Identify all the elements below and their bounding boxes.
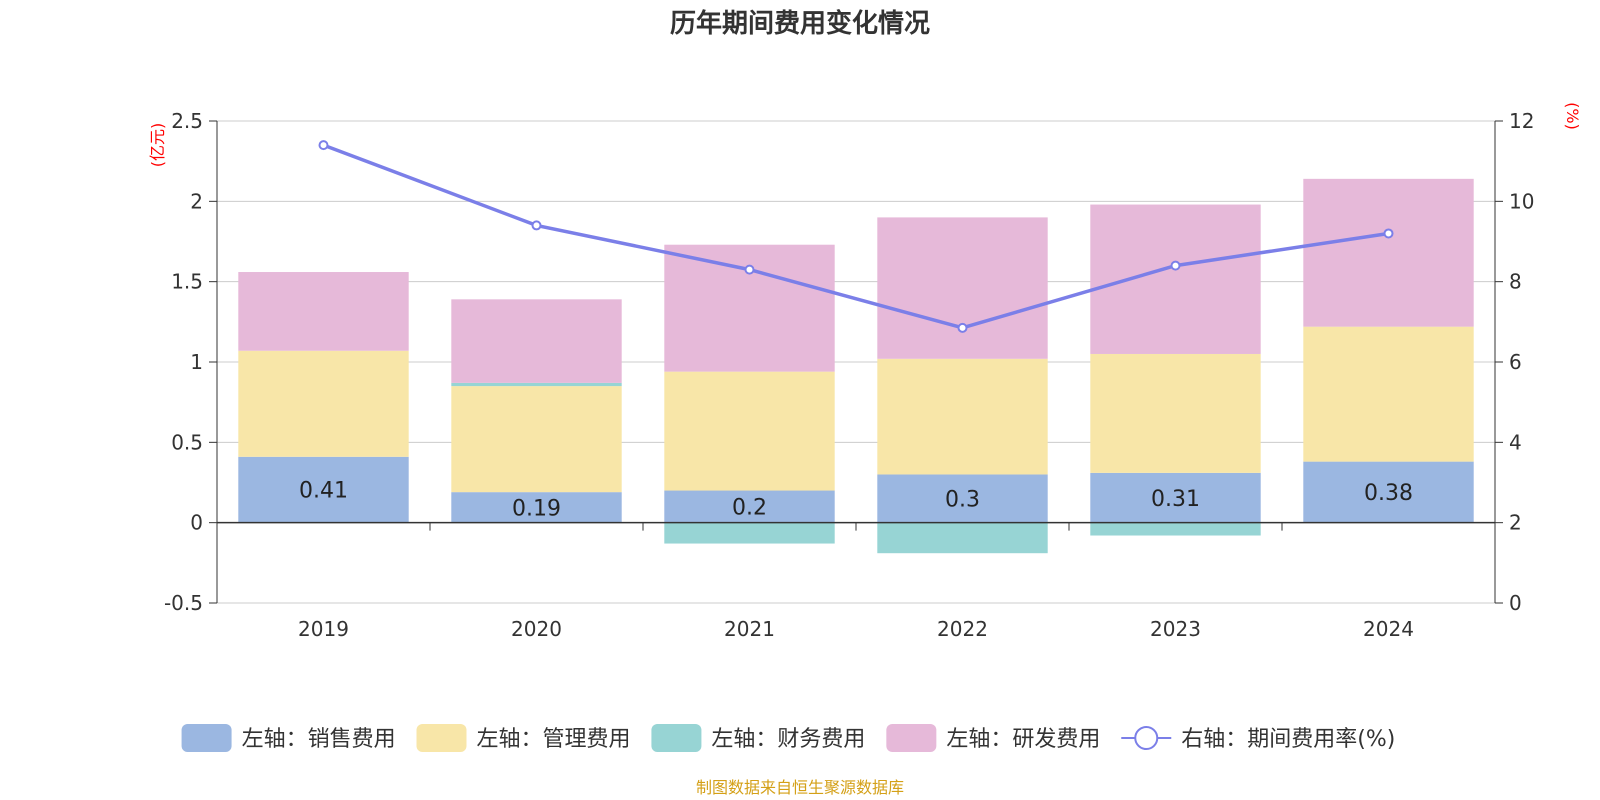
bar-segment-3 (1090, 522, 1261, 536)
bar-segment-2 (1303, 326, 1474, 462)
bar-segment-3 (664, 522, 835, 544)
right-tick-label: 12 (1509, 109, 1534, 133)
left-tick-label: 0.5 (171, 430, 203, 454)
axes: 2.5 2 1.5 1 0.5 0 -0.5 12 10 8 6 4 2 0 2019 2020 2021 202… (164, 109, 1534, 641)
bar-segment-1 (664, 490, 835, 523)
right-tick-label: 2 (1509, 511, 1522, 535)
bar-segment-1 (1303, 461, 1474, 523)
x-tick-label: 2024 (1363, 617, 1414, 641)
bar-segment-1 (877, 474, 1048, 523)
left-tick-label: -0.5 (164, 591, 203, 615)
rate-line (322, 143, 1389, 330)
bar-segment-2 (877, 358, 1048, 475)
x-tick-label: 2020 (511, 617, 562, 641)
source-note: 制图数据来自恒生聚源数据库 (696, 778, 904, 797)
data-labels: 0.41 0.19 0.2 0.3 0.31 0.38 (299, 479, 1413, 522)
bar-segment-1 (1090, 472, 1261, 523)
legend-label: 左轴：销售费用 (242, 727, 396, 752)
bar-segment-4 (451, 299, 622, 383)
bar-segment-4 (877, 217, 1048, 359)
bar-segment-4 (238, 272, 409, 351)
bar-segment-4 (1090, 204, 1261, 354)
left-tick-label: 0 (190, 511, 203, 535)
bar-segment-2 (451, 386, 622, 493)
legend-label: 右轴：期间费用率(%) (1181, 727, 1395, 752)
right-tick-label: 10 (1509, 189, 1534, 213)
bar-segment-3 (877, 522, 1048, 554)
rate-line-group (318, 140, 1394, 333)
right-tick-label: 0 (1509, 591, 1522, 615)
legend-swatch (181, 724, 232, 752)
bar-segment-2 (1090, 353, 1261, 473)
rate-point (318, 140, 329, 151)
rate-point (1383, 228, 1394, 239)
data-label: 0.2 (732, 496, 767, 521)
x-tick-label: 2019 (298, 617, 349, 641)
legend: 左轴：销售费用 左轴：管理费用 左轴：财务费用 左轴：研发费用 右轴：期间费用率(%) (181, 724, 1395, 752)
legend-swatch (416, 724, 467, 752)
right-tick-label: 6 (1509, 350, 1522, 374)
legend-swatch (886, 724, 937, 752)
rate-point (744, 264, 755, 275)
legend-label: 左轴：财务费用 (711, 727, 865, 752)
rate-point (1170, 260, 1181, 271)
bar-series-group (238, 178, 1474, 554)
x-tick-label: 2022 (937, 617, 988, 641)
rate-point (531, 220, 542, 231)
data-label: 0.41 (299, 479, 348, 504)
legend-label: 左轴：研发费用 (946, 727, 1100, 752)
x-tick-label: 2021 (724, 617, 775, 641)
left-axis-unit: (亿元) (148, 123, 167, 168)
right-tick-label: 8 (1509, 270, 1522, 294)
bar-segment-4 (1303, 178, 1474, 327)
bar-segment-2 (238, 350, 409, 457)
left-tick-label: 1.5 (171, 270, 203, 294)
legend-marker (1134, 726, 1159, 750)
left-tick-label: 2.5 (171, 109, 203, 133)
bar-segment-1 (451, 492, 622, 523)
data-label: 0.31 (1151, 487, 1200, 512)
legend-swatch (651, 724, 702, 752)
rate-point (957, 322, 968, 333)
bar-segment-2 (664, 371, 835, 491)
right-axis-unit: (%) (1563, 102, 1582, 130)
data-label: 0.3 (945, 488, 980, 513)
bar-segment-1 (238, 456, 409, 523)
bar-segment-3 (451, 382, 622, 387)
left-tick-label: 2 (190, 189, 203, 213)
left-tick-label: 1 (190, 350, 203, 374)
data-label: 0.38 (1364, 481, 1413, 506)
data-label: 0.19 (512, 496, 561, 521)
x-tick-label: 2023 (1150, 617, 1201, 641)
right-tick-label: 4 (1509, 430, 1522, 454)
bar-segment-4 (664, 244, 835, 372)
chart-title: 历年期间费用变化情况 (670, 8, 930, 39)
legend-label: 左轴：管理费用 (477, 727, 631, 752)
